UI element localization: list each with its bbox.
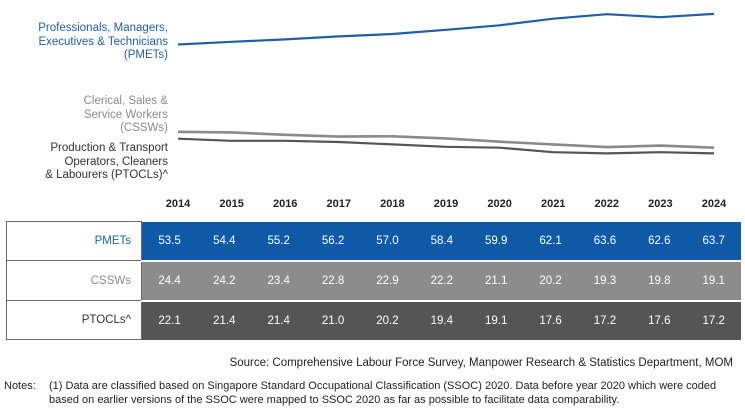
table-row-cssws: CSSWs 24.4 24.2 23.4 22.8 22.9 22.2 21.1 20.2 19.… bbox=[6, 259, 741, 301]
table-cell: 17.6 bbox=[632, 299, 687, 340]
series-lines bbox=[177, 12, 715, 155]
table-row-label: CSSWs bbox=[6, 260, 142, 301]
table-cell: 20.2 bbox=[360, 299, 415, 340]
table-cell: 22.1 bbox=[141, 299, 198, 340]
table-cell: 63.6 bbox=[577, 221, 633, 261]
table-cell: 22.9 bbox=[360, 259, 415, 301]
table-cell: 20.2 bbox=[523, 259, 578, 301]
table-cell: 63.7 bbox=[686, 221, 741, 261]
x-tick-label: 2024 bbox=[702, 198, 727, 210]
series-label-line: (PMETs) bbox=[123, 49, 168, 61]
table-cell: 24.4 bbox=[141, 259, 198, 301]
table-cell: 23.4 bbox=[251, 259, 306, 301]
series-label-line: (CSSWs) bbox=[120, 122, 168, 134]
table-cell: 57.0 bbox=[360, 221, 415, 261]
series-label-line: Operators, Cleaners bbox=[64, 155, 168, 168]
table-cell: 21.4 bbox=[197, 299, 252, 340]
series-label-ptocls: Production & Transport Operators, Cleane… bbox=[0, 142, 168, 183]
x-tick-label: 2017 bbox=[327, 198, 351, 210]
series-label-line: Executives & Technicians bbox=[38, 35, 168, 48]
table-cell: 62.1 bbox=[523, 221, 578, 261]
table-cell: 53.5 bbox=[141, 221, 198, 261]
table-cell: 56.2 bbox=[305, 221, 361, 261]
x-tick-label: 2018 bbox=[380, 198, 404, 210]
table-cell: 58.4 bbox=[414, 221, 469, 261]
notes-text: (1) Data are classified based on Singapo… bbox=[49, 380, 717, 406]
table-cell: 21.0 bbox=[305, 299, 361, 340]
series-label-line: & Labourers (PTOCLs)^ bbox=[45, 169, 168, 181]
x-tick-label: 2016 bbox=[273, 198, 297, 210]
table-cell: 62.6 bbox=[632, 221, 687, 261]
notes-label: Notes: bbox=[4, 380, 36, 392]
table-cell: 59.9 bbox=[468, 221, 524, 261]
table-row-pmets: PMETs 53.5 54.4 55.2 56.2 57.0 58.4 59.9 62.1 63.… bbox=[6, 221, 741, 261]
table-row-ptocls: PTOCLs^ 22.1 21.4 21.4 21.0 20.2 19.4 19.1 17.6 1… bbox=[6, 299, 741, 340]
x-tick-label: 2015 bbox=[219, 198, 243, 210]
x-tick-label: 2021 bbox=[541, 198, 565, 210]
table-cell: 54.4 bbox=[197, 221, 252, 261]
series-label-line: Professionals, Managers, bbox=[38, 22, 168, 34]
x-tick-label: 2023 bbox=[648, 198, 672, 210]
x-axis-tick-labels: 2014 2015 2016 2017 2018 2019 2020 2021 2022 2023… bbox=[166, 198, 727, 210]
table-cell: 19.4 bbox=[414, 299, 469, 340]
table-cell: 19.1 bbox=[468, 299, 524, 340]
series-label-cssws: Clerical, Sales & Service Workers (CSSWs… bbox=[0, 95, 168, 136]
table-row-label: PMETs bbox=[6, 221, 142, 261]
line-chart: 2014 2015 2016 2017 2018 2019 2020 2021 2022 2023… bbox=[166, 12, 727, 210]
series-line-cssws bbox=[177, 130, 715, 149]
table-cell: 24.2 bbox=[197, 259, 252, 301]
x-tick-label: 2020 bbox=[487, 198, 511, 210]
table-row-label: PTOCLs^ bbox=[6, 300, 142, 340]
data-table: PMETs 53.5 54.4 55.2 56.2 57.0 58.4 59.9 62.1 63.… bbox=[6, 221, 741, 340]
series-line-ptocls bbox=[177, 137, 715, 155]
series-label-line: Service Workers bbox=[83, 108, 168, 121]
x-tick-label: 2014 bbox=[166, 198, 191, 210]
table-cell: 19.8 bbox=[632, 259, 687, 301]
table-cell: 22.2 bbox=[414, 259, 469, 301]
table-cell: 17.2 bbox=[686, 299, 741, 340]
series-label-pmets: Professionals, Managers, Executives & Te… bbox=[0, 22, 168, 63]
source-note: Source: Comprehensive Labour Force Surve… bbox=[229, 357, 733, 369]
x-tick-label: 2019 bbox=[434, 198, 458, 210]
table-cell: 19.3 bbox=[577, 259, 633, 301]
series-line-pmets bbox=[177, 12, 715, 46]
table-cell: 22.8 bbox=[305, 259, 361, 301]
table-cell: 21.1 bbox=[468, 259, 524, 301]
table-cell: 17.6 bbox=[523, 299, 578, 340]
table-cell: 55.2 bbox=[251, 221, 306, 261]
x-tick-label: 2022 bbox=[595, 198, 619, 210]
series-label-line: Production & Transport bbox=[50, 142, 168, 154]
table-cell: 19.1 bbox=[686, 259, 741, 301]
series-label-line: Clerical, Sales & bbox=[83, 95, 168, 107]
table-cell: 17.2 bbox=[577, 299, 633, 340]
table-cell: 21.4 bbox=[251, 299, 306, 340]
